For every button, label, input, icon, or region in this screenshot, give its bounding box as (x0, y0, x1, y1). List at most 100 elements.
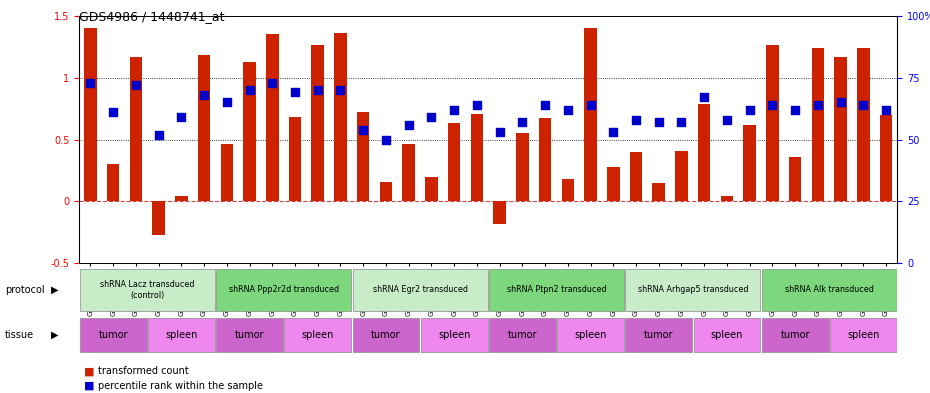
Point (810, 102, 825, 108)
Point (856, 102, 870, 108)
FancyBboxPatch shape (762, 269, 897, 310)
Point (605, 129, 620, 135)
Text: shRNA Arhgap5 transduced: shRNA Arhgap5 transduced (638, 285, 748, 294)
Text: tumor: tumor (644, 330, 673, 340)
Text: spleen: spleen (438, 330, 471, 340)
FancyBboxPatch shape (830, 318, 897, 352)
Bar (630, 152, 643, 201)
Text: transformed count: transformed count (98, 366, 189, 376)
Point (742, 107, 757, 113)
FancyBboxPatch shape (352, 318, 419, 352)
Point (174, 114, 189, 120)
FancyBboxPatch shape (625, 269, 761, 310)
Point (561, 107, 576, 113)
FancyBboxPatch shape (216, 318, 283, 352)
Bar (244, 62, 256, 201)
Bar (175, 196, 188, 201)
Bar (357, 112, 369, 201)
Bar (653, 183, 665, 201)
Bar (220, 145, 233, 201)
Point (242, 87, 257, 93)
Point (401, 121, 416, 128)
Point (788, 107, 803, 113)
Bar (698, 104, 711, 201)
Point (583, 102, 598, 108)
Text: GDS4986 / 1448741_at: GDS4986 / 1448741_at (79, 10, 224, 23)
Text: spleen: spleen (847, 330, 880, 340)
FancyBboxPatch shape (80, 318, 147, 352)
Text: tumor: tumor (371, 330, 401, 340)
Bar (812, 48, 824, 201)
Bar (107, 164, 119, 201)
FancyBboxPatch shape (216, 269, 352, 310)
Bar (743, 125, 756, 201)
Point (629, 117, 644, 123)
Text: ■: ■ (84, 366, 94, 376)
Bar (607, 167, 619, 201)
Point (83, 79, 98, 86)
Point (720, 117, 735, 123)
FancyBboxPatch shape (148, 318, 215, 352)
Bar (834, 57, 847, 201)
FancyBboxPatch shape (762, 318, 829, 352)
Bar (880, 115, 892, 201)
FancyBboxPatch shape (625, 318, 692, 352)
Text: tumor: tumor (508, 330, 538, 340)
Point (379, 136, 393, 143)
FancyBboxPatch shape (80, 269, 215, 310)
Bar (675, 151, 687, 201)
Bar (153, 201, 165, 235)
Point (219, 99, 234, 105)
Text: tumor: tumor (234, 330, 264, 340)
Bar (425, 177, 438, 201)
Point (879, 107, 894, 113)
Point (311, 87, 325, 93)
Point (697, 94, 711, 101)
Point (470, 102, 485, 108)
Bar (789, 157, 802, 201)
Text: spleen: spleen (575, 330, 606, 340)
Text: spleen: spleen (166, 330, 197, 340)
Bar (84, 28, 97, 201)
Bar (721, 196, 733, 201)
Point (515, 119, 530, 125)
Bar (471, 114, 483, 201)
Bar (538, 118, 551, 201)
Text: tissue: tissue (5, 330, 33, 340)
FancyBboxPatch shape (694, 318, 761, 352)
Text: ■: ■ (84, 381, 94, 391)
Point (333, 87, 348, 93)
Bar (493, 201, 506, 224)
Point (106, 109, 121, 116)
Point (674, 119, 689, 125)
Text: ▶: ▶ (51, 285, 59, 295)
Bar (334, 33, 347, 201)
Text: percentile rank within the sample: percentile rank within the sample (98, 381, 262, 391)
Bar (379, 182, 392, 201)
Point (356, 127, 371, 133)
FancyBboxPatch shape (420, 318, 487, 352)
Bar (562, 179, 574, 201)
Text: shRNA Alk transduced: shRNA Alk transduced (785, 285, 873, 294)
Bar (766, 46, 778, 201)
FancyBboxPatch shape (489, 318, 556, 352)
Point (265, 79, 280, 86)
Point (446, 107, 461, 113)
Bar (198, 55, 210, 201)
Text: shRNA Egr2 transduced: shRNA Egr2 transduced (373, 285, 468, 294)
Text: tumor: tumor (99, 330, 128, 340)
Point (196, 92, 211, 98)
FancyBboxPatch shape (285, 318, 352, 352)
Point (765, 102, 780, 108)
Text: shRNA Ptpn2 transduced: shRNA Ptpn2 transduced (507, 285, 606, 294)
Bar (129, 57, 142, 201)
Point (492, 129, 507, 135)
FancyBboxPatch shape (557, 318, 624, 352)
Bar (312, 46, 324, 201)
Bar (288, 117, 301, 201)
Point (152, 131, 166, 138)
Text: shRNA Ppp2r2d transduced: shRNA Ppp2r2d transduced (229, 285, 339, 294)
Text: shRNA Lacz transduced
(control): shRNA Lacz transduced (control) (100, 280, 194, 300)
Bar (403, 145, 415, 201)
Bar (266, 34, 278, 201)
